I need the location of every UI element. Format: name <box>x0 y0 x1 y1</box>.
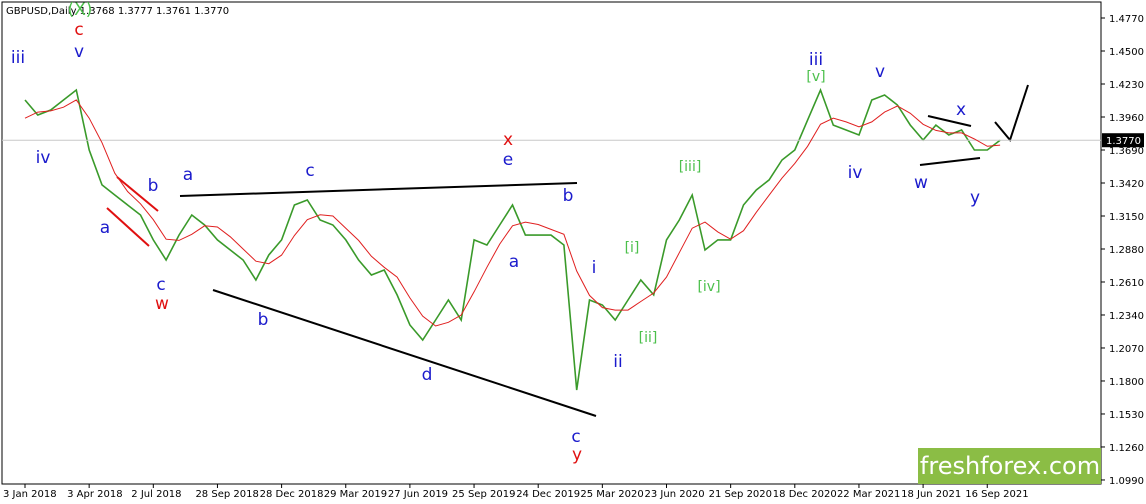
wave-label: w <box>914 173 928 193</box>
y-tick-label: 1.2880 <box>1109 245 1144 256</box>
y-tick-label: 1.3690 <box>1109 146 1144 157</box>
wave-label: d <box>422 365 433 385</box>
trend-line <box>927 115 972 127</box>
wave-label: c <box>156 275 165 295</box>
x-tick-label: 3 Jan 2018 <box>3 489 57 500</box>
wave-label: v <box>875 62 885 82</box>
wave-label: [iv] <box>697 279 720 295</box>
x-tick-label: 28 Dec 2018 <box>260 489 324 500</box>
y-tick-label: 1.4230 <box>1109 80 1144 91</box>
watermark: freshforex.com <box>920 452 1100 480</box>
series-line <box>24 87 1001 391</box>
wave-label: [ii] <box>639 330 658 346</box>
wave-label: iv <box>848 163 863 183</box>
x-tick-label: 2 Jul 2018 <box>131 489 181 500</box>
y-tick-label: 1.4500 <box>1109 47 1144 58</box>
wave-label: a <box>100 218 110 238</box>
x-tick-label: 28 Sep 2018 <box>195 489 258 500</box>
y-tick-label: 1.1260 <box>1109 443 1144 454</box>
y-tick-label: 1.2340 <box>1109 311 1144 322</box>
watermark-box <box>918 448 1101 484</box>
wave-label: a <box>183 165 193 185</box>
x-tick-label: 18 Jun 2021 <box>901 489 961 500</box>
wave-label: iv <box>36 148 51 168</box>
y-tick-label: 1.0990 <box>1109 476 1144 487</box>
y-tick-label: 1.1800 <box>1109 377 1144 388</box>
wave-label: y <box>572 445 582 465</box>
x-tick-label: 29 Mar 2019 <box>324 489 387 500</box>
x-tick-label: 25 Mar 2020 <box>580 489 643 500</box>
chart-title: GBPUSD,Daily 1.3768 1.3777 1.3761 1.3770 <box>6 6 229 17</box>
wave-label: iii <box>11 48 25 68</box>
price-tag <box>1102 133 1144 148</box>
price-tag-label: 1.3770 <box>1106 136 1141 147</box>
wave-label: x <box>503 130 513 150</box>
x-tick-label: 24 Dec 2019 <box>516 489 580 500</box>
wave-label: v <box>74 42 84 62</box>
trend-line <box>179 182 578 197</box>
trend-line <box>106 207 150 247</box>
x-tick-label: 22 Mar 2021 <box>837 489 900 500</box>
wave-label: b <box>148 176 159 196</box>
wave-label: c <box>305 161 314 181</box>
wave-label: (X) <box>68 0 93 20</box>
y-tick-label: 1.4770 <box>1109 14 1144 25</box>
x-tick-label: 27 Jun 2019 <box>388 489 448 500</box>
wave-label: w <box>155 294 169 314</box>
y-tick-label: 1.3150 <box>1109 212 1144 223</box>
wave-label: a <box>509 252 519 272</box>
wave-label: x <box>956 100 966 120</box>
series-line <box>24 99 1001 327</box>
trend-line <box>116 176 159 212</box>
wave-label: y <box>970 188 980 208</box>
wave-label: b <box>563 186 574 206</box>
wave-label: iii <box>809 50 823 70</box>
x-tick-label: 21 Sep 2020 <box>709 489 772 500</box>
trend-line <box>212 289 597 417</box>
wave-label: e <box>503 150 513 170</box>
x-tick-label: 23 Jun 2020 <box>645 489 705 500</box>
x-tick-label: 25 Sep 2019 <box>452 489 515 500</box>
drawings <box>106 84 1029 417</box>
wave-label: c <box>74 20 83 40</box>
x-tick-label: 18 Dec 2020 <box>773 489 837 500</box>
y-tick-label: 1.3960 <box>1109 113 1144 124</box>
y-tick-label: 1.1530 <box>1109 410 1144 421</box>
plot-frame <box>1 1 1102 485</box>
wave-label: c <box>571 427 580 447</box>
wave-label: b <box>258 310 269 330</box>
wave-label: [i] <box>625 240 640 256</box>
y-tick-label: 1.2070 <box>1109 344 1144 355</box>
trend-line <box>919 157 981 166</box>
x-tick-label: 3 Apr 2018 <box>67 489 122 500</box>
wave-label: [v] <box>806 69 825 85</box>
wave-label: [iii] <box>679 159 702 175</box>
x-tick-label: 16 Sep 2021 <box>965 489 1028 500</box>
y-tick-label: 1.2610 <box>1109 278 1144 289</box>
wave-label: i <box>592 258 597 278</box>
wave-label: ii <box>613 352 622 372</box>
y-tick-label: 1.3420 <box>1109 179 1144 190</box>
